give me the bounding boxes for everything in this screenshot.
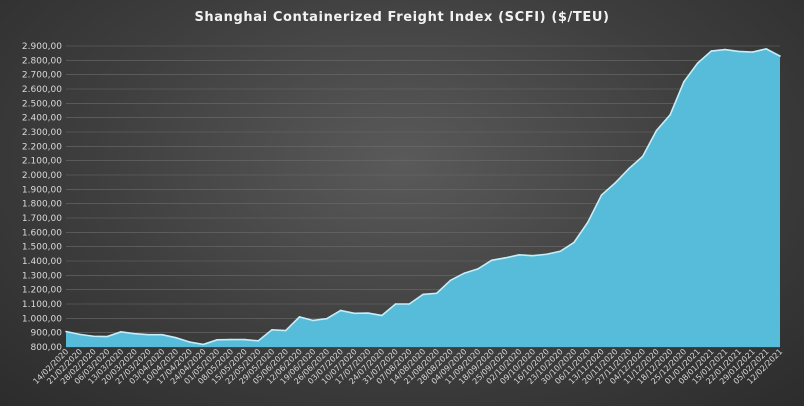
- data-point: [78, 333, 81, 336]
- area-fill: [66, 48, 780, 348]
- y-tick-label: 2.100,00: [22, 157, 62, 167]
- data-point: [724, 48, 726, 51]
- data-point: [394, 303, 397, 305]
- data-point: [600, 194, 603, 196]
- data-point: [65, 330, 67, 333]
- data-point: [161, 333, 163, 336]
- y-tick-label: 900,00: [31, 329, 63, 339]
- y-tick-label: 2.200,00: [22, 142, 62, 152]
- y-tick-label: 1.200,00: [22, 286, 62, 296]
- data-point: [669, 114, 671, 116]
- y-tick-label: 1.000,00: [22, 314, 62, 324]
- data-point: [229, 338, 232, 341]
- data-point: [573, 241, 575, 244]
- data-point: [147, 333, 150, 336]
- data-point: [175, 336, 177, 339]
- data-point: [586, 221, 589, 224]
- data-point: [326, 317, 328, 320]
- data-point: [463, 272, 465, 274]
- data-point: [518, 254, 520, 256]
- y-tick-label: 1.700,00: [22, 214, 62, 224]
- data-point: [738, 50, 740, 53]
- y-tick-label: 2.000,00: [22, 171, 62, 181]
- y-tick-label: 1.100,00: [22, 300, 62, 310]
- data-point: [504, 257, 507, 259]
- y-tick-label: 2.600,00: [22, 85, 62, 95]
- data-point: [367, 312, 369, 314]
- data-point: [284, 329, 287, 332]
- data-point: [532, 254, 534, 257]
- data-point: [216, 339, 218, 341]
- data-point: [779, 55, 781, 57]
- y-tick-label: 2.500,00: [22, 99, 62, 109]
- data-point: [449, 279, 452, 282]
- y-tick-label: 2.900,00: [22, 42, 62, 52]
- data-point: [422, 293, 424, 296]
- data-point: [106, 335, 108, 338]
- data-point: [545, 253, 548, 256]
- data-point: [477, 268, 479, 270]
- y-tick-label: 1.600,00: [22, 228, 62, 238]
- data-point: [435, 292, 438, 295]
- data-point: [339, 309, 342, 312]
- y-tick-label: 1.400,00: [22, 257, 62, 267]
- y-axis: 2.900,00 2.800,00 2.700,00 2.600,00 2.500,00…: [22, 42, 62, 353]
- y-tick-label: 2.700,00: [22, 71, 62, 81]
- data-point: [243, 338, 246, 341]
- data-point: [683, 81, 685, 83]
- data-point: [257, 340, 260, 342]
- area-series-layer: [65, 48, 781, 348]
- x-axis: 14/02/202021/02/202028/02/202006/03/2020…: [31, 347, 784, 386]
- y-tick-label: 1.800,00: [22, 200, 62, 210]
- data-point: [202, 343, 205, 346]
- data-point: [271, 329, 273, 331]
- data-point: [92, 335, 95, 338]
- data-point: [559, 250, 562, 253]
- data-point: [408, 303, 411, 305]
- data-point: [614, 182, 617, 184]
- data-point: [655, 129, 658, 132]
- data-point: [312, 319, 314, 322]
- data-point: [381, 314, 383, 317]
- y-tick-label: 2.800,00: [22, 56, 62, 66]
- data-point: [751, 51, 754, 53]
- data-point: [353, 312, 356, 315]
- data-point: [188, 341, 191, 343]
- y-tick-label: 2.400,00: [22, 114, 62, 124]
- y-tick-label: 1.900,00: [22, 185, 62, 195]
- y-tick-label: 1.300,00: [22, 271, 62, 281]
- chart-title: Shanghai Containerized Freight Index (SC…: [194, 10, 610, 25]
- data-point: [765, 48, 768, 50]
- data-point: [298, 316, 301, 318]
- data-point: [710, 50, 713, 52]
- data-point: [490, 259, 493, 262]
- data-point: [641, 155, 644, 158]
- data-point: [628, 167, 630, 170]
- data-point: [120, 331, 122, 333]
- data-point: [696, 62, 699, 64]
- y-tick-label: 1.500,00: [22, 243, 62, 253]
- data-point: [133, 332, 136, 335]
- y-tick-label: 800,00: [31, 343, 63, 353]
- y-tick-label: 2.300,00: [22, 128, 62, 138]
